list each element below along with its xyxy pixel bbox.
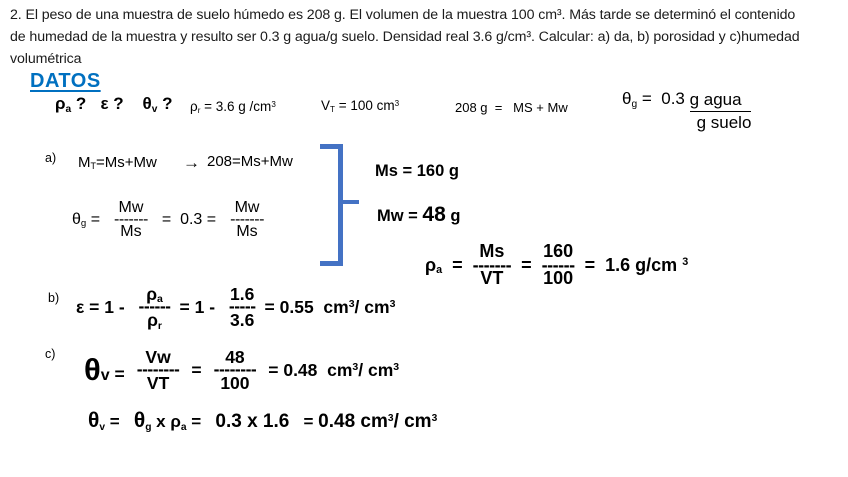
fraction-numerator: Vw <box>145 346 171 367</box>
theta-g-equation-row: θg = Mw ------- Ms = 0.3 = Mw ------- Ms <box>72 197 264 243</box>
theta-g-middle: = 0.3 = <box>161 211 217 228</box>
mw-result: Mw = 48 g <box>377 203 460 227</box>
fraction-numerator: ρa <box>146 283 163 306</box>
fraction-denominator: Ms <box>120 222 142 240</box>
section-a-label: a) <box>45 151 57 165</box>
fraction-denominator: 3.6 <box>230 309 255 330</box>
bracket-top-tick <box>320 144 343 149</box>
fraction-mw-ms-1: Mw ------- Ms <box>114 198 148 241</box>
fraction-denominator: ρr <box>147 309 162 332</box>
fraction-bar: -------- <box>136 359 180 380</box>
fraction-numerator: 160 <box>543 241 574 262</box>
porosity-middle: = 1 - <box>179 296 220 317</box>
mw-result-prefix: Mw = <box>377 207 423 225</box>
porosity-equation-row: ε = 1 - ρa ------ ρr = 1 - 1.6 ----- 3.6… <box>76 283 396 332</box>
problem-line-1: 2. El peso de una muestra de suelo húmed… <box>10 7 796 23</box>
fraction-denominator: VT <box>480 268 504 289</box>
porosity-lhs: ε = 1 - <box>76 296 130 317</box>
bracket-bottom-tick <box>320 261 343 266</box>
unknowns-list: ρa ? ε ? θv ? <box>55 94 173 115</box>
section-b-label: b) <box>48 291 60 305</box>
problem-line-3: volumétrica <box>10 50 82 67</box>
fraction-rhoa-rhor: ρa ------ ρr <box>139 283 171 332</box>
volumetric-moisture-check-row: θv = θg x ρa = 0.3 x 1.6 = 0.48 cm3/ cm3 <box>88 409 438 433</box>
theta-g-symbol: θg = <box>72 211 101 230</box>
units-numerator: g agua <box>689 89 752 113</box>
real-density-value: ρr = 3.6 g /cm3 <box>190 99 276 116</box>
fraction-vw-vt: Vw -------- VT <box>136 346 180 393</box>
fraction-numerator: Ms <box>479 241 505 262</box>
equals-sign: = <box>191 359 202 380</box>
fraction-48-100: 48 -------- 100 <box>213 346 257 393</box>
problem-statement: 2. El peso de una muestra de suelo húmed… <box>10 5 800 70</box>
mw-result-unit: g <box>445 207 461 225</box>
substituted-equation: 208=Ms+Mw <box>207 153 293 170</box>
fraction-numerator: 48 <box>225 346 245 367</box>
mass-balance-equation: MT=Ms+Mw <box>78 154 157 172</box>
total-mass-equation: 208 g = MS + Mw <box>455 100 568 115</box>
section-c-label: c) <box>45 347 56 361</box>
grouping-bracket <box>320 144 360 266</box>
fraction-denominator: 100 <box>543 268 574 289</box>
ms-result: Ms = 160 g <box>375 162 459 180</box>
fraction-denominator: Ms <box>236 222 258 240</box>
right-arrow-icon: → <box>183 153 200 172</box>
equals-sign: = <box>521 254 532 275</box>
fraction-denominator: 100 <box>220 372 250 393</box>
bracket-vertical-bar <box>338 144 343 266</box>
mw-result-value: 48 <box>422 203 446 226</box>
bulk-density-equation-row: ρa = Ms ------- VT = 160 ------ 100 = 1.… <box>425 239 688 291</box>
fraction-denominator: VT <box>146 372 170 393</box>
fraction-160-100: 160 ------ 100 <box>542 242 575 288</box>
bracket-middle-tick <box>338 200 359 204</box>
volumetric-moisture-result: = 0.48 cm3/ cm3 <box>268 359 400 380</box>
problem-line-2: de humedad de la muestra y resulto ser 0… <box>10 28 800 45</box>
theta-v-symbol: θv = <box>84 351 125 387</box>
mass-substitution: → 208=Ms+Mw <box>183 153 293 173</box>
fraction-numerator: 1.6 <box>230 283 255 304</box>
total-volume-value: VT = 100 cm3 <box>321 98 400 115</box>
gravimetric-moisture-value: θg = 0.3 g agua g suelo <box>622 89 752 134</box>
fraction-mw-ms-2: Mw ------- Ms <box>230 198 264 241</box>
fraction-bar: ----- <box>228 296 256 317</box>
porosity-result: = 0.55 cm3/ cm3 <box>264 296 396 317</box>
units-denominator: g suelo <box>696 113 752 133</box>
datos-heading: DATOS <box>30 70 101 92</box>
rho-a-symbol: ρa = <box>425 254 463 277</box>
fraction-numerator: Mw <box>234 198 260 216</box>
volumetric-moisture-equation-row: θv = Vw -------- VT = 48 -------- 100 = … <box>84 342 399 398</box>
units-fraction: g agua g suelo <box>689 89 752 134</box>
fraction-ms-vt: Ms ------- VT <box>473 241 512 289</box>
fraction-bar: -------- <box>213 359 257 380</box>
fraction-numerator: Mw <box>118 198 144 216</box>
fraction-1.6-3.6: 1.6 ----- 3.6 <box>228 283 256 330</box>
bulk-density-result: = 1.6 g/cm 3 <box>584 254 689 275</box>
theta-g-lhs: θg = 0.3 <box>622 89 690 110</box>
